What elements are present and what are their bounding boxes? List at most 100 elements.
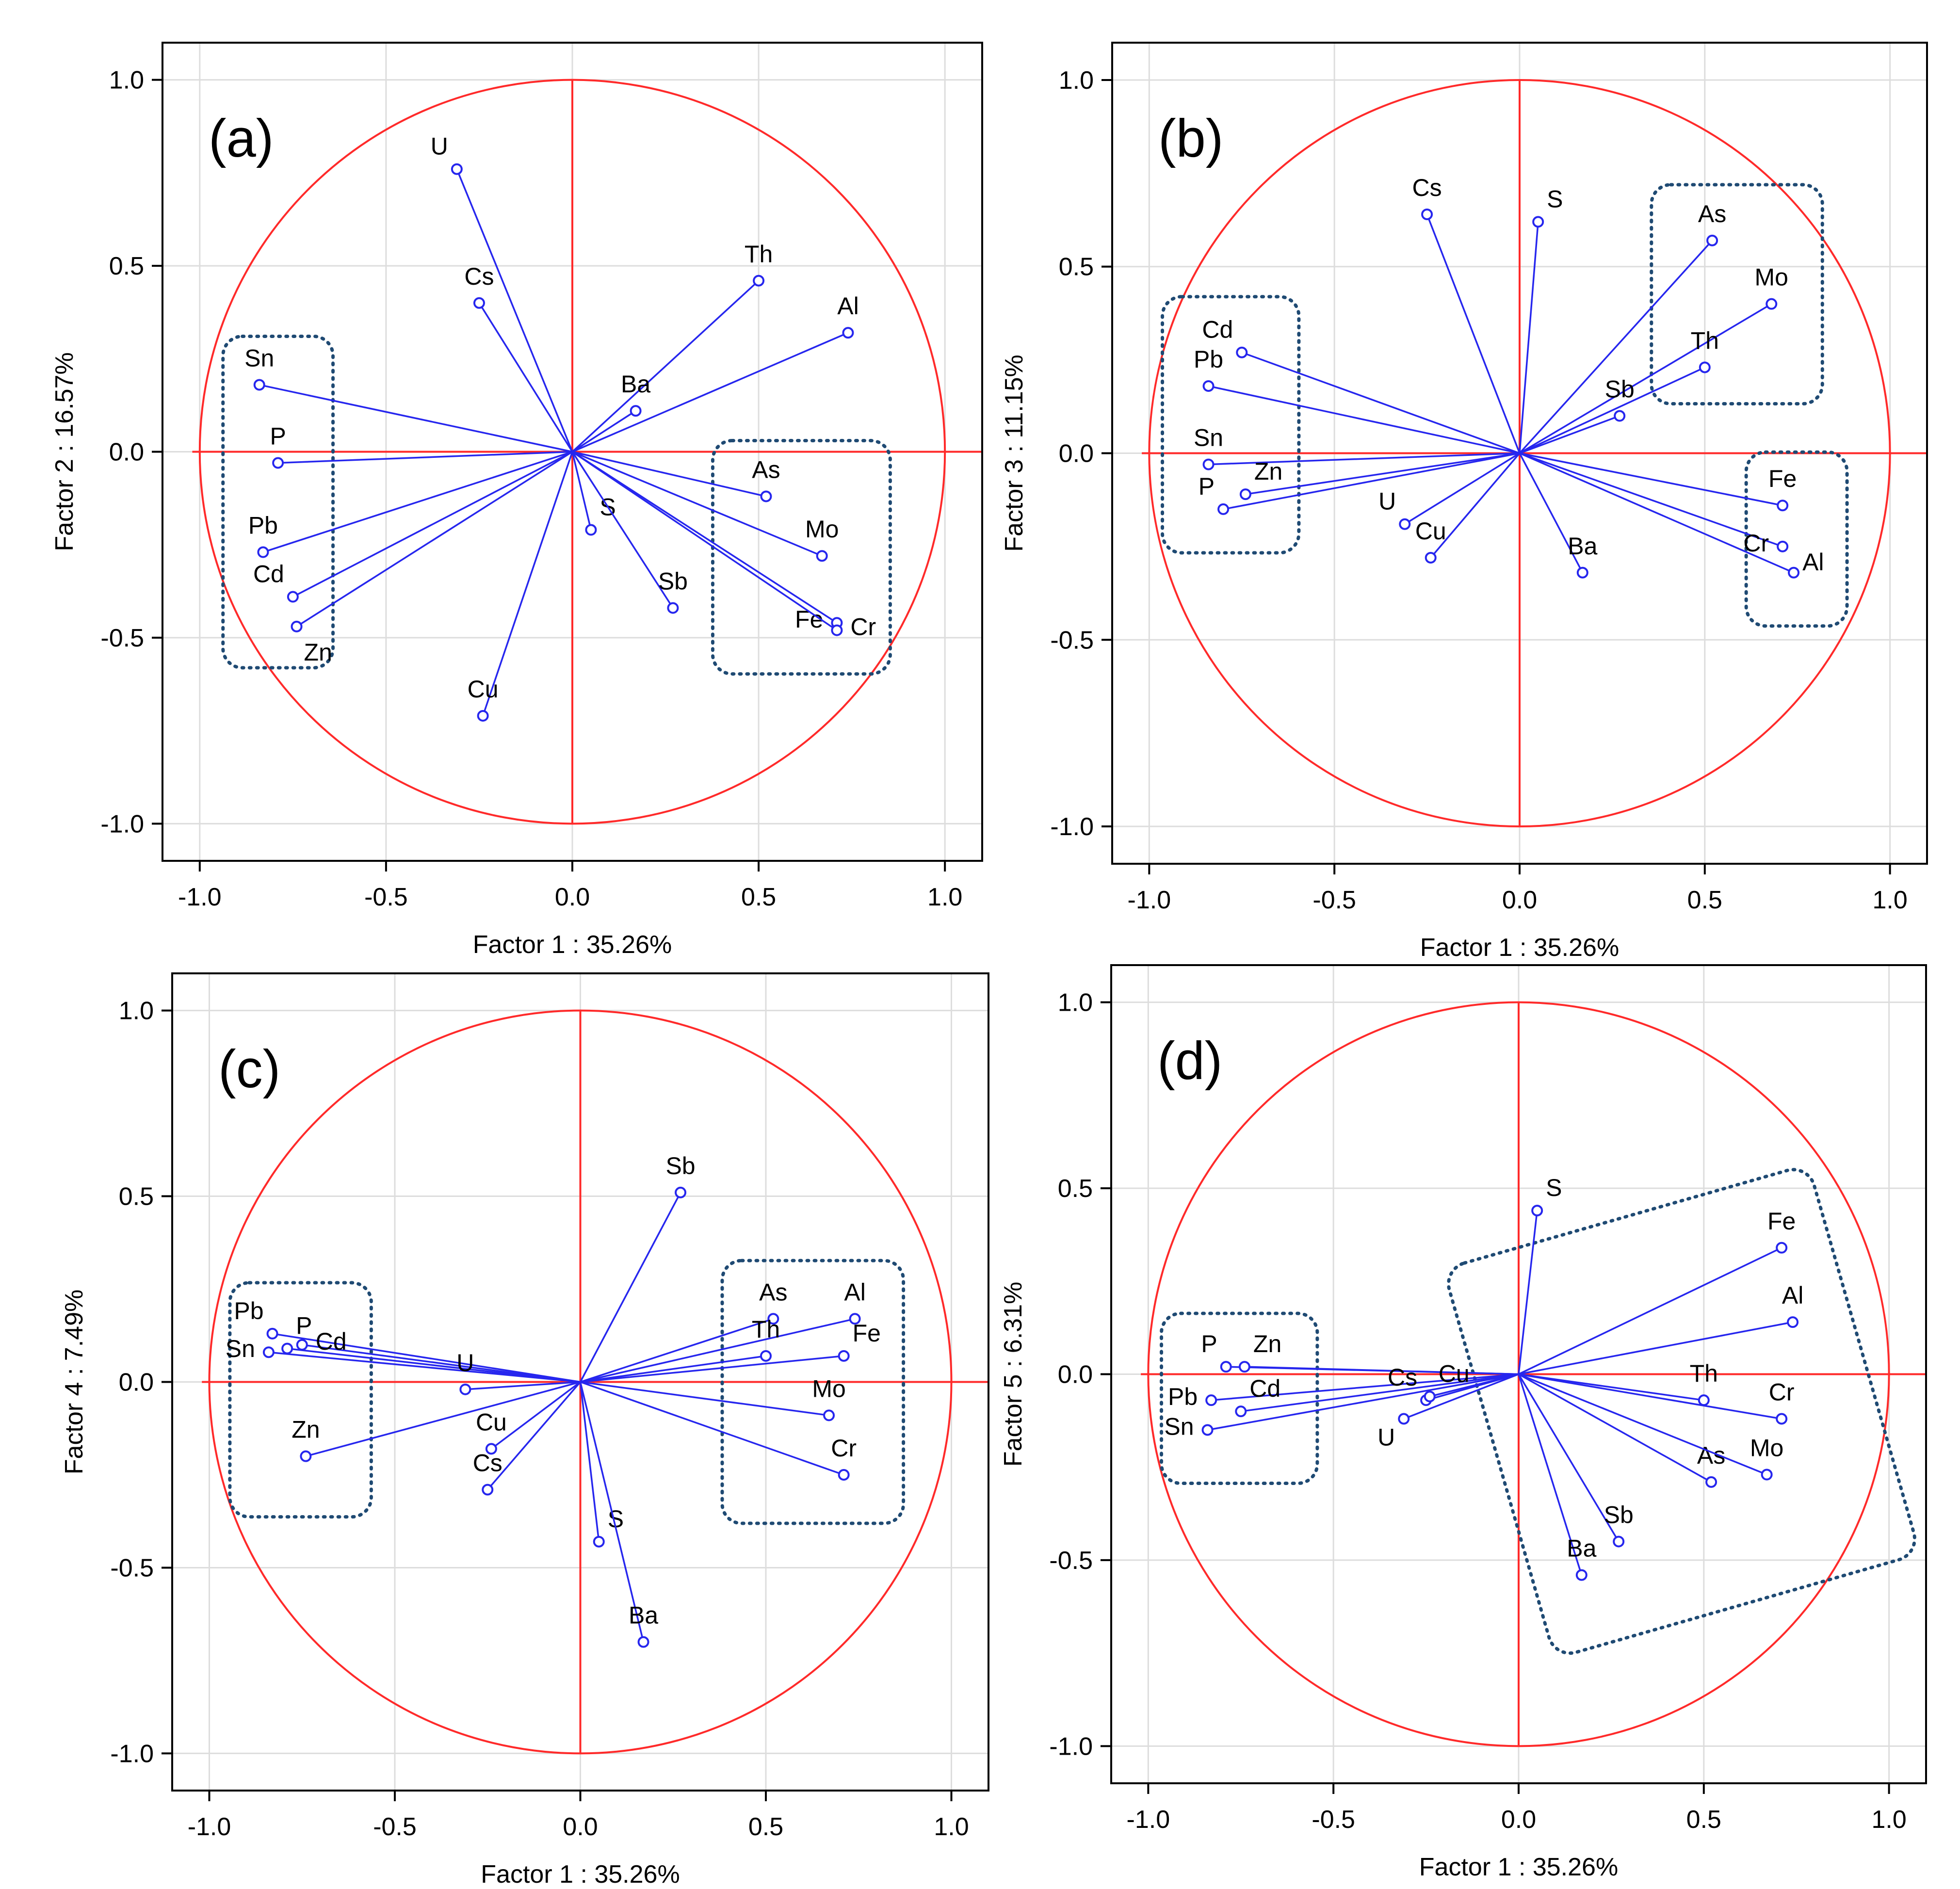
loading-vector-sn [1207, 1373, 1519, 1431]
loading-vector-ba [1519, 452, 1584, 573]
y-tick-label: 0.0 [1059, 440, 1094, 468]
loading-vector-cu [1429, 1373, 1519, 1398]
loading-vector-cd [302, 1344, 581, 1383]
loading-point-s [1532, 216, 1544, 228]
loading-vector-sb [571, 451, 674, 609]
loading-point-sn [1202, 458, 1215, 470]
loading-point-cd [1236, 346, 1248, 358]
loading-point-mo [823, 1409, 835, 1421]
loading-vector-cr [1518, 1373, 1782, 1420]
y-tick-label: -0.5 [1050, 626, 1094, 654]
loading-point-cu [477, 710, 489, 722]
x-tick-label: 1.0 [1871, 1806, 1906, 1834]
loading-vector-sn [259, 384, 573, 453]
x-axis-label: Factor 1 : 35.26% [481, 1860, 680, 1889]
loading-point-sb [675, 1186, 687, 1198]
x-tick-label: -1.0 [1128, 886, 1171, 914]
panel-tag: (c) [218, 1039, 280, 1099]
loading-label-sb: Sb [1605, 376, 1635, 403]
loading-label-sn: Sn [244, 344, 274, 371]
loading-point-as [1706, 234, 1718, 246]
x-axis-label: Factor 1 : 35.26% [1419, 1853, 1618, 1881]
loading-point-cr [1777, 540, 1789, 552]
loading-vector-fe [1518, 1247, 1782, 1375]
loading-vector-u [1403, 1373, 1519, 1420]
y-axis-label: Factor 3 : 11.15% [1000, 355, 1028, 552]
loading-label-al: Al [837, 292, 859, 320]
loading-point-ba [1575, 1569, 1587, 1581]
loading-point-sb [1614, 410, 1626, 422]
loading-vector-mo [1518, 1373, 1767, 1476]
panel-tag: (a) [209, 109, 274, 168]
loading-label-pb: Pb [248, 512, 278, 539]
loading-vector-cd [1241, 352, 1520, 454]
loading-vector-cs [486, 1381, 581, 1490]
x-tick-label: 1.0 [934, 1813, 969, 1841]
loading-label-cd: Cd [1249, 1375, 1280, 1402]
loading-vector-cr [1519, 452, 1783, 548]
loading-point-u [1398, 1413, 1410, 1425]
loading-point-sn [1201, 1424, 1214, 1436]
loading-label-u: U [456, 1349, 474, 1376]
loading-point-p [1220, 1361, 1232, 1373]
loading-label-ba: Ba [621, 371, 650, 398]
y-tick-label: 0.0 [109, 438, 144, 467]
loading-point-th [753, 274, 765, 287]
loading-point-cd [1235, 1405, 1247, 1418]
loading-label-mo: Mo [1755, 264, 1788, 291]
loading-point-th [1699, 361, 1711, 373]
loading-vector-fe [580, 1355, 844, 1383]
panel-d: -1.0 -0.5 0.0 0.5 1.0 1.0 0.5 0.0 -0.5 -1.0 Factor… [999, 964, 1927, 1881]
loading-label-zn: Zn [304, 639, 332, 666]
y-tick-label: 0.0 [119, 1369, 154, 1397]
loading-label-sn: Sn [226, 1335, 255, 1362]
loading-point-p [272, 457, 284, 469]
loading-point-th [1698, 1394, 1710, 1406]
loading-vector-al [1518, 1321, 1793, 1375]
loading-vector-al [572, 332, 849, 453]
x-tick-label: 1.0 [927, 883, 962, 911]
loading-label-p: P [1201, 1330, 1217, 1357]
group-box [221, 334, 335, 670]
loading-vector-as [1518, 1373, 1712, 1483]
loading-label-ba: Ba [1567, 1535, 1596, 1562]
loading-point-al [842, 327, 854, 339]
loading-point-sb [1613, 1535, 1625, 1548]
loading-label-as: As [1698, 200, 1726, 227]
loading-label-p: P [296, 1312, 312, 1340]
loading-point-ba [1576, 566, 1588, 579]
loading-point-sn [262, 1346, 275, 1358]
y-axis-label: Factor 2 : 16.57% [50, 352, 79, 551]
loading-label-sb: Sb [1604, 1502, 1634, 1529]
x-tick-label: 0.5 [1686, 1806, 1721, 1834]
loading-label-sn: Sn [1164, 1413, 1194, 1440]
loading-point-fe [838, 1350, 850, 1362]
loading-label-cr: Cr [1769, 1379, 1795, 1406]
loading-point-pb [257, 546, 269, 558]
loading-vector-cs [478, 302, 573, 452]
loading-vector-al [1519, 452, 1794, 574]
loading-vector-ba [579, 1382, 645, 1643]
loading-vector-th [1518, 1373, 1704, 1401]
loading-point-cu [1424, 1390, 1436, 1403]
loading-vector-mo [580, 1381, 829, 1417]
loading-vector-s [571, 452, 592, 530]
loading-label-al: Al [844, 1278, 865, 1306]
y-tick-label: 1.0 [109, 66, 144, 95]
y-tick-label: 1.0 [119, 997, 154, 1025]
loading-label-s: S [1546, 1174, 1562, 1201]
loading-vector-s [1519, 222, 1539, 453]
group-box [1650, 183, 1824, 406]
loading-point-mo [816, 550, 828, 562]
loading-vector-cu [490, 1381, 581, 1450]
loading-vector-pb [1208, 385, 1520, 454]
loading-label-u: U [1378, 488, 1396, 515]
loading-label-cs: Cs [473, 1450, 502, 1477]
loading-point-cu [1425, 551, 1437, 564]
unit-circle [1147, 1001, 1890, 1747]
loading-label-th: Th [1691, 327, 1719, 355]
loading-point-al [849, 1313, 861, 1325]
x-tick-label: -0.5 [364, 883, 408, 911]
y-tick-label: -1.0 [110, 1740, 154, 1768]
